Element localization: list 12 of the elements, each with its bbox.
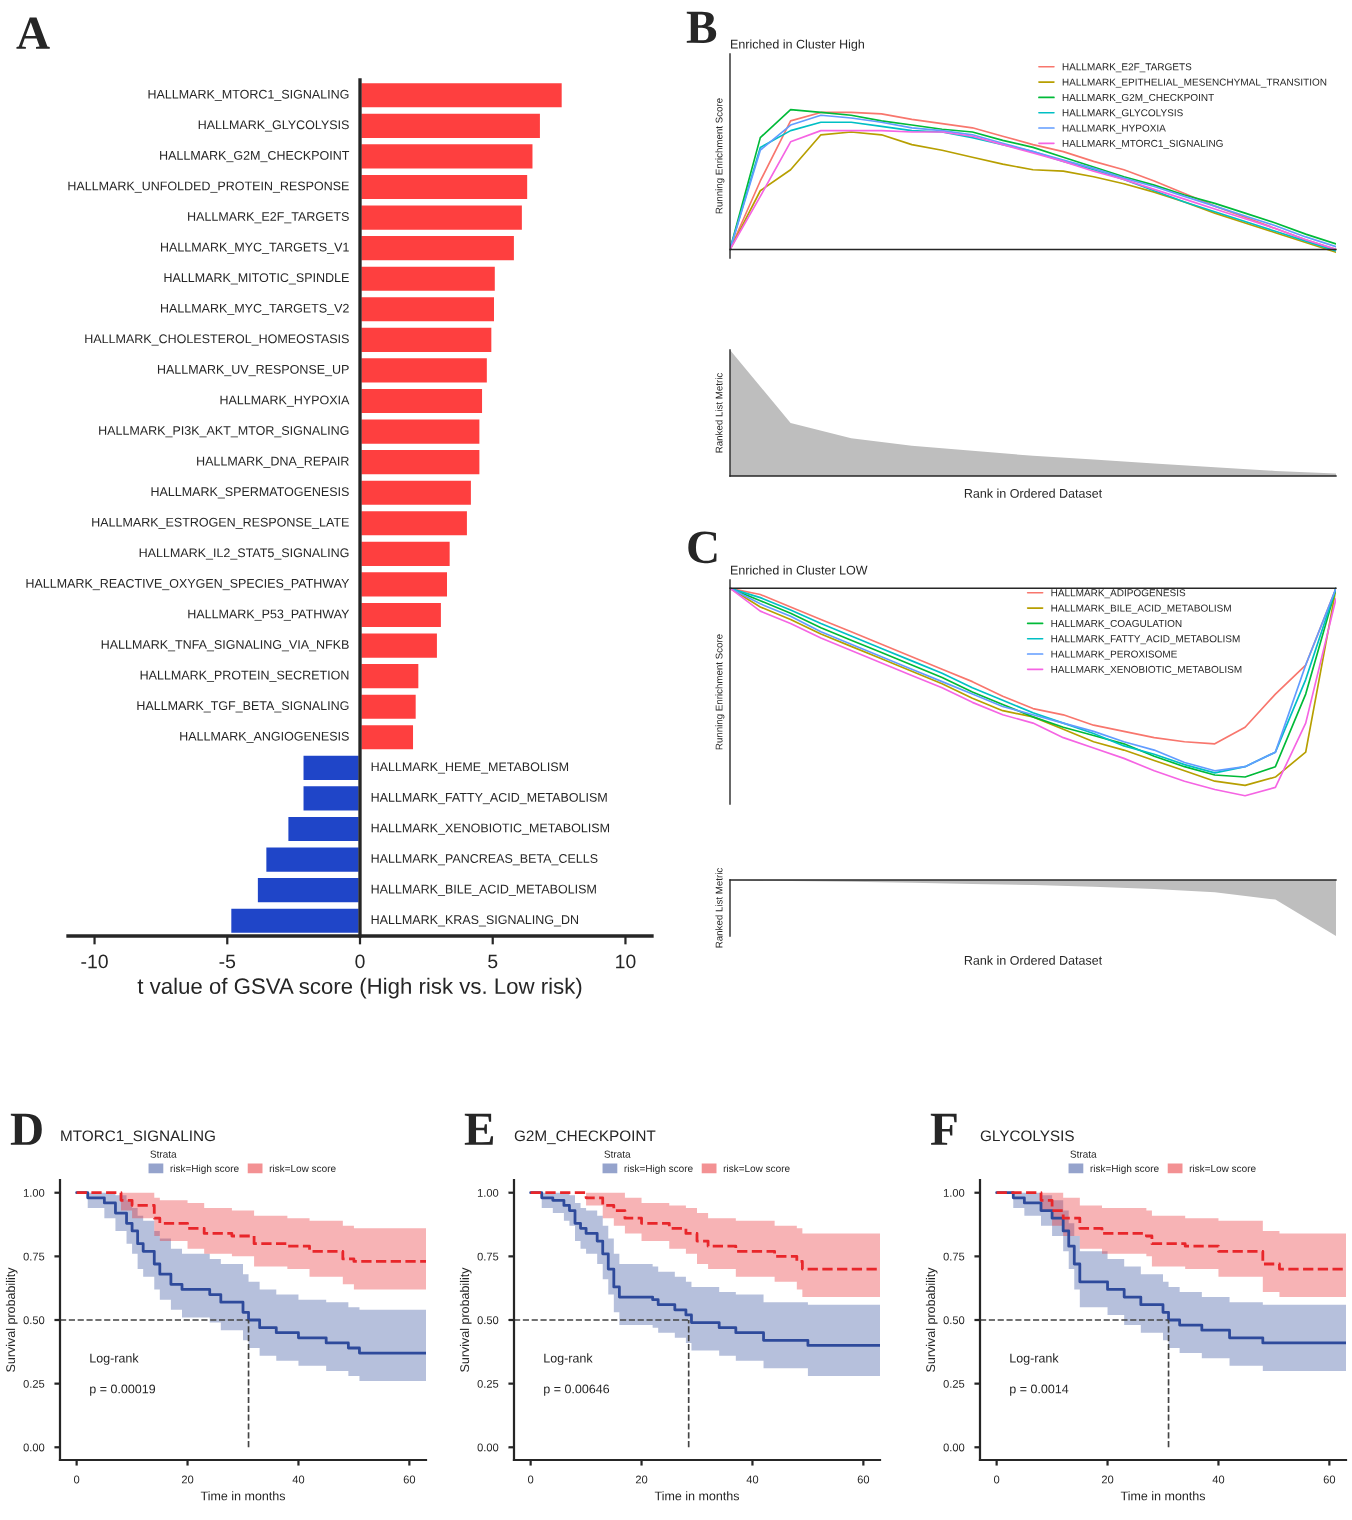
x-tick-label: 0 — [355, 954, 365, 969]
text: A — [16, 17, 50, 49]
text: F — [930, 1113, 957, 1145]
text: E — [464, 1113, 494, 1145]
x-tick-label: 10 — [616, 954, 636, 969]
text: C — [688, 531, 717, 564]
x-tick-label: 5 — [488, 954, 498, 969]
x-tick-label: -10 — [81, 954, 108, 969]
x-tick-label: -5 — [219, 954, 236, 969]
text: D — [10, 1113, 42, 1145]
x-axis-title: t value of GSVA score (High risk vs. Low risk) — [137, 977, 582, 999]
text: B — [686, 11, 717, 43]
